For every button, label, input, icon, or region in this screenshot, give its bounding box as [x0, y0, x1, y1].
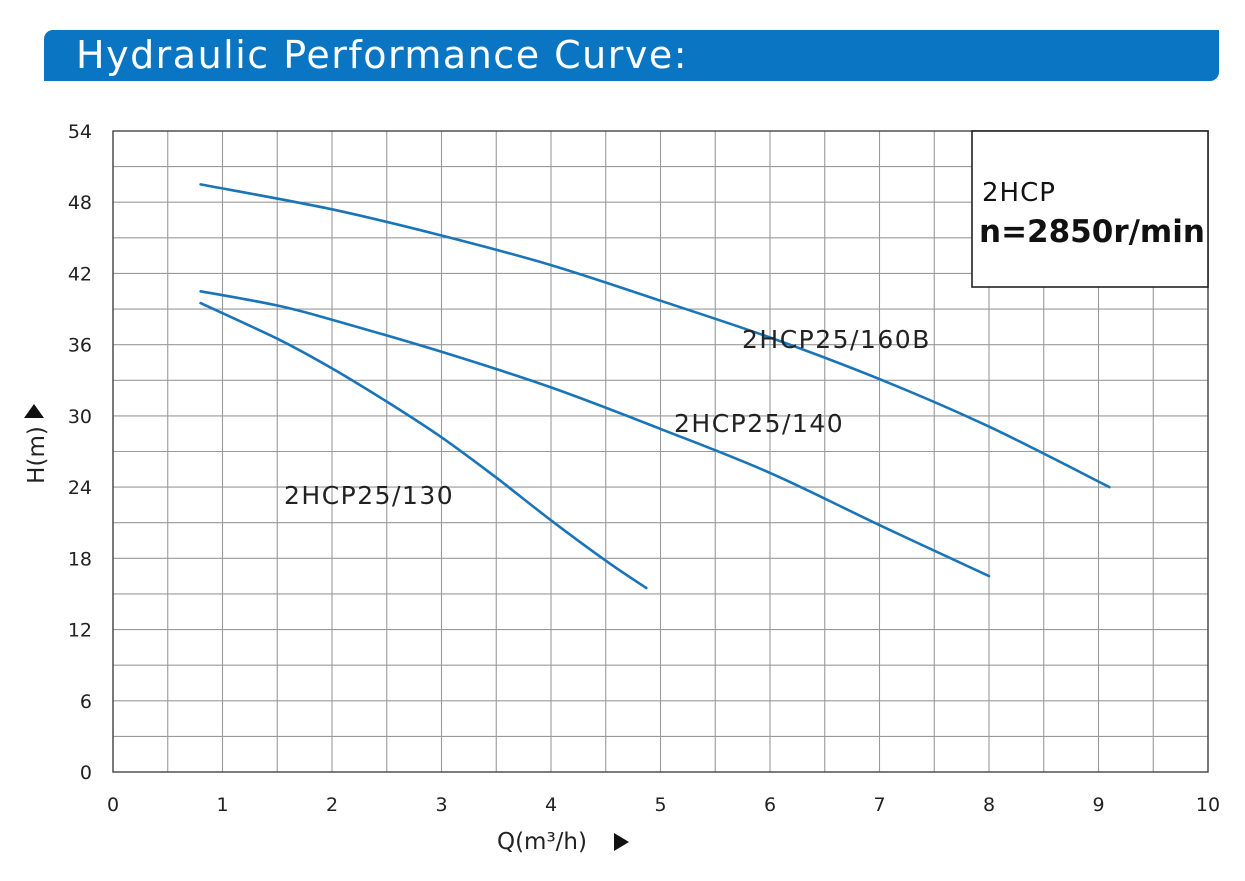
title-banner: Hydraulic Performance Curve:: [44, 30, 1219, 81]
y-tick-labels: 0 6 12 18 24 30 36 42 48 54: [68, 121, 92, 784]
series-label-130: 2HCP25/130: [284, 481, 454, 510]
series-label-140: 2HCP25/140: [674, 409, 844, 438]
chart-title: Hydraulic Performance Curve:: [76, 33, 689, 77]
y-tick-label: 36: [68, 335, 92, 357]
x-tick-label: 0: [107, 794, 119, 816]
x-axis-arrow-icon: [614, 833, 629, 851]
x-tick-label: 4: [545, 794, 557, 816]
x-tick-label: 1: [216, 794, 228, 816]
x-tick-label: 9: [1092, 794, 1104, 816]
y-tick-label: 18: [68, 548, 92, 570]
x-tick-label: 6: [764, 794, 776, 816]
y-axis-arrow-icon: [24, 404, 44, 418]
info-box: [971, 130, 1209, 288]
info-box-model: 2HCP: [982, 178, 1056, 208]
curve-layer: [199, 183, 1111, 590]
y-tick-label: 42: [68, 263, 92, 285]
y-tick-label: 0: [80, 762, 92, 784]
x-tick-labels: 0 1 2 3 4 5 6 7 8 9 10: [107, 794, 1220, 816]
x-tick-label: 2: [326, 794, 338, 816]
y-tick-label: 48: [68, 192, 92, 214]
x-axis-label: Q(m³/h): [497, 829, 587, 855]
series-line-2hcp25-140: [199, 290, 991, 578]
info-box-speed: n=2850r/min: [979, 214, 1205, 250]
y-axis-label: H(m): [24, 426, 50, 484]
y-tick-label: 12: [68, 620, 92, 642]
y-tick-label: 30: [68, 406, 92, 428]
y-tick-label: 54: [68, 121, 92, 143]
plot-frame: [112, 130, 1209, 773]
series-line-2hcp25-130: [199, 301, 648, 590]
x-tick-label: 10: [1196, 794, 1220, 816]
y-tick-label: 6: [80, 691, 92, 713]
x-tick-label: 7: [873, 794, 885, 816]
y-tick-label: 24: [68, 477, 92, 499]
x-tick-label: 5: [654, 794, 666, 816]
x-tick-label: 3: [435, 794, 447, 816]
x-tick-label: 8: [983, 794, 995, 816]
series-line-2hcp25-160b: [199, 183, 1111, 489]
series-label-160b: 2HCP25/160B: [742, 325, 931, 354]
